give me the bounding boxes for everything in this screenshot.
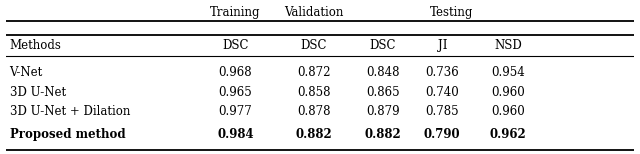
Text: 3D U-Net + Dilation: 3D U-Net + Dilation: [10, 105, 130, 118]
Text: 0.848: 0.848: [366, 66, 399, 79]
Text: 0.960: 0.960: [492, 86, 525, 99]
Text: 0.879: 0.879: [366, 105, 399, 118]
Text: 0.790: 0.790: [424, 128, 461, 141]
Text: 0.865: 0.865: [366, 86, 399, 99]
Text: 0.736: 0.736: [426, 66, 459, 79]
Text: Testing: Testing: [430, 6, 474, 19]
Text: 0.965: 0.965: [218, 86, 252, 99]
Text: 0.882: 0.882: [295, 128, 332, 141]
Text: NSD: NSD: [494, 39, 522, 52]
Text: 0.858: 0.858: [297, 86, 330, 99]
Text: 0.878: 0.878: [297, 105, 330, 118]
Text: DSC: DSC: [300, 39, 327, 52]
Text: 0.984: 0.984: [217, 128, 253, 141]
Text: 0.954: 0.954: [492, 66, 525, 79]
Text: 0.968: 0.968: [218, 66, 252, 79]
Text: 0.872: 0.872: [297, 66, 330, 79]
Text: DSC: DSC: [369, 39, 396, 52]
Text: V-Net: V-Net: [10, 66, 43, 79]
Text: 0.977: 0.977: [218, 105, 252, 118]
Text: Proposed method: Proposed method: [10, 128, 125, 141]
Text: JI: JI: [438, 39, 447, 52]
Text: 0.785: 0.785: [426, 105, 459, 118]
Text: 0.882: 0.882: [364, 128, 401, 141]
Text: Training: Training: [210, 6, 260, 19]
Text: 0.962: 0.962: [490, 128, 527, 141]
Text: 0.960: 0.960: [492, 105, 525, 118]
Text: Validation: Validation: [284, 6, 344, 19]
Text: 0.740: 0.740: [426, 86, 459, 99]
Text: 3D U-Net: 3D U-Net: [10, 86, 66, 99]
Text: DSC: DSC: [222, 39, 248, 52]
Text: Methods: Methods: [10, 39, 61, 52]
